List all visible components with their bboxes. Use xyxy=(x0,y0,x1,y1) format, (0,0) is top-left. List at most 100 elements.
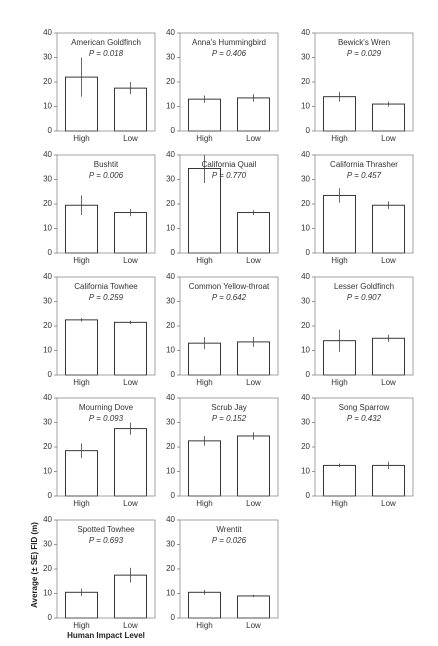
y-tick-label: 40 xyxy=(43,150,52,159)
y-tick-label: 40 xyxy=(43,28,52,37)
plot-frame xyxy=(314,154,414,254)
panel: 0 10 20 30 40 High Low Bushtit P = 0.006 xyxy=(43,150,156,265)
plot-frame xyxy=(179,32,279,132)
plot-frame xyxy=(179,397,279,497)
y-tick-label: 20 xyxy=(301,442,310,451)
panel-title: Anna's Hummingbird xyxy=(192,38,266,47)
p-value: P = 0.026 xyxy=(212,536,247,545)
p-value: P = 0.457 xyxy=(347,171,382,180)
p-value: P = 0.152 xyxy=(212,414,247,423)
y-tick-label: 30 xyxy=(43,53,52,62)
y-tick-label: 0 xyxy=(171,248,176,257)
x-tick-label: High xyxy=(73,256,89,265)
p-value: P = 0.018 xyxy=(89,49,124,58)
x-tick-label: Low xyxy=(123,499,138,508)
panel-title: California Thrasher xyxy=(330,160,398,169)
x-tick-label: Low xyxy=(123,621,138,630)
bar xyxy=(188,440,221,497)
p-value: P = 0.907 xyxy=(347,293,382,302)
panel: 0 10 20 30 40 High Low Anna's Hummingbird P = 0.… xyxy=(166,28,279,143)
x-tick-label: High xyxy=(73,134,89,143)
p-value: P = 0.770 xyxy=(212,171,247,180)
y-tick-label: 40 xyxy=(301,393,310,402)
y-tick-label: 30 xyxy=(43,418,52,427)
x-tick-label: Low xyxy=(246,378,261,387)
x-tick-label: Low xyxy=(381,134,396,143)
y-tick-label: 30 xyxy=(166,297,175,306)
y-tick-label: 40 xyxy=(43,272,52,281)
x-tick-label: Low xyxy=(123,378,138,387)
panel-title: Scrub Jay xyxy=(211,403,247,412)
y-tick-label: 10 xyxy=(43,467,52,476)
bar xyxy=(372,337,405,376)
x-tick-label: High xyxy=(331,378,347,387)
y-tick-label: 0 xyxy=(48,248,53,257)
panel: 0 10 20 30 40 High Low American Goldfinch P = 0.… xyxy=(43,28,156,143)
y-tick-label: 0 xyxy=(171,491,176,500)
x-tick-label: Low xyxy=(246,621,261,630)
y-tick-label: 0 xyxy=(48,370,53,379)
y-tick-label: 20 xyxy=(301,321,310,330)
p-value: P = 0.642 xyxy=(212,293,247,302)
p-value: P = 0.406 xyxy=(212,49,247,58)
y-tick-label: 0 xyxy=(306,126,311,135)
panel-title: Bewick's Wren xyxy=(338,38,390,47)
y-tick-label: 40 xyxy=(166,28,175,37)
y-tick-label: 10 xyxy=(166,589,175,598)
x-tick-label: Low xyxy=(123,134,138,143)
panel-title: American Goldfinch xyxy=(71,38,141,47)
bar xyxy=(114,212,147,254)
y-tick-label: 20 xyxy=(166,199,175,208)
p-value: P = 0.093 xyxy=(89,414,124,423)
bar xyxy=(114,321,147,376)
y-tick-label: 10 xyxy=(43,589,52,598)
y-tick-label: 30 xyxy=(166,540,175,549)
bar xyxy=(237,97,270,132)
y-tick-label: 10 xyxy=(166,346,175,355)
y-tick-label: 10 xyxy=(43,346,52,355)
plot-frame xyxy=(314,397,414,497)
panel: 0 10 20 30 40 High Low Mourning Dove P = 0.093 xyxy=(43,393,156,508)
y-tick-label: 40 xyxy=(166,150,175,159)
bar xyxy=(114,428,147,497)
y-tick-label: 40 xyxy=(301,28,310,37)
bar xyxy=(65,591,98,619)
y-tick-label: 10 xyxy=(301,467,310,476)
y-tick-label: 40 xyxy=(301,272,310,281)
panel: 0 10 20 30 40 High Low Bewick's Wren P = 0.029 xyxy=(301,28,414,143)
plot-frame xyxy=(56,397,156,497)
y-tick-label: 30 xyxy=(43,540,52,549)
y-tick-label: 20 xyxy=(43,77,52,86)
y-tick-label: 0 xyxy=(306,491,311,500)
x-tick-label: Low xyxy=(246,499,261,508)
bar xyxy=(372,103,405,132)
y-tick-label: 0 xyxy=(48,491,53,500)
y-tick-label: 40 xyxy=(166,515,175,524)
p-value: P = 0.432 xyxy=(347,414,382,423)
panel: 0 10 20 30 40 High Low Wrentit P = 0.026 xyxy=(166,515,279,630)
panel: 0 10 20 30 40 High Low California Quail P = 0.77… xyxy=(166,150,279,265)
p-value: P = 0.693 xyxy=(89,536,124,545)
plot-frame xyxy=(314,276,414,376)
panel-title: Wrentit xyxy=(216,525,242,534)
y-tick-label: 0 xyxy=(171,126,176,135)
x-axis-label: Human Impact Level xyxy=(67,631,145,640)
x-tick-label: Low xyxy=(246,134,261,143)
p-value: P = 0.029 xyxy=(347,49,382,58)
y-tick-label: 30 xyxy=(301,418,310,427)
p-value: P = 0.259 xyxy=(89,293,124,302)
y-tick-label: 0 xyxy=(306,370,311,379)
plot-frame xyxy=(179,519,279,619)
bar xyxy=(372,464,405,497)
y-tick-label: 40 xyxy=(301,150,310,159)
y-tick-label: 0 xyxy=(306,248,311,257)
y-tick-label: 20 xyxy=(166,321,175,330)
y-tick-label: 40 xyxy=(166,272,175,281)
y-tick-label: 30 xyxy=(166,175,175,184)
y-tick-label: 20 xyxy=(301,199,310,208)
panel-title: California Towhee xyxy=(74,282,138,291)
bar xyxy=(237,435,270,497)
bar xyxy=(237,212,270,254)
y-tick-label: 10 xyxy=(43,224,52,233)
y-tick-label: 40 xyxy=(43,393,52,402)
